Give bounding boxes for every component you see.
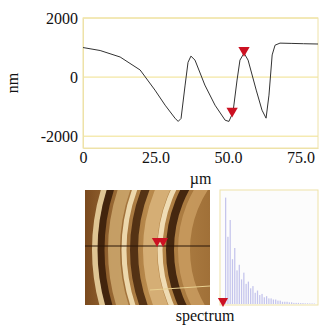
x-axis-title: µm	[190, 170, 212, 188]
spectrum-bar	[275, 300, 276, 304]
x-axis: 0 25.0 50.0 75.0	[80, 148, 319, 166]
spectrum-bar	[239, 265, 240, 304]
y-tick: 2000	[46, 10, 83, 27]
grid	[83, 18, 318, 136]
x-tick-label: 25.0	[142, 149, 170, 166]
spectrum-bar	[264, 297, 265, 304]
y-tick-label: 2000	[46, 10, 78, 27]
spectrum-bar	[257, 291, 258, 304]
grid-line	[83, 136, 318, 137]
image-band	[114, 190, 210, 305]
y-tick: 0	[70, 69, 83, 86]
spectrum-bar	[284, 302, 285, 304]
spectrum-bar	[261, 294, 262, 304]
y-axis-line	[83, 19, 84, 149]
x-tick-label: 75.0	[287, 149, 315, 166]
x-tick: 0	[80, 148, 88, 166]
image-band	[134, 190, 210, 305]
spectrum-bar	[282, 302, 283, 304]
y-axis: -2000 0 2000	[41, 10, 84, 149]
spectrum-bar	[280, 301, 281, 304]
spectrum-bar	[305, 303, 306, 305]
spectrum-bar	[271, 298, 272, 304]
spectrum-bar	[243, 273, 244, 304]
spectrum-bar	[273, 300, 274, 304]
spectrum-bar	[234, 248, 235, 304]
y-tick-label: -2000	[41, 128, 78, 145]
spectrum-bar	[236, 270, 237, 304]
image-band	[95, 190, 210, 305]
cursor-marker	[238, 47, 249, 57]
spectrum-bar	[309, 303, 310, 305]
spectrum-bar	[259, 295, 260, 304]
x-tick: 50.0	[215, 148, 243, 166]
profile-path-line	[85, 246, 210, 247]
y-axis-title: nm	[4, 72, 21, 93]
spectrum-bar	[302, 303, 303, 305]
spectrum-bar	[241, 279, 242, 304]
spectrum-bars	[225, 198, 315, 304]
x-tick: 25.0	[142, 148, 170, 166]
spectrum-bar	[289, 302, 290, 304]
spectrum-bar	[277, 301, 278, 304]
x-tick-label: 50.0	[215, 149, 243, 166]
image-streak	[150, 286, 210, 290]
spectrum-bar	[298, 303, 299, 304]
grid-line	[83, 77, 318, 78]
chart-root: -200002000025.050.075.0µmnmspectrum	[0, 0, 331, 328]
spectrum-bar	[225, 198, 226, 304]
x-tick: 75.0	[287, 148, 315, 166]
spectrum-bar	[227, 237, 228, 304]
y-tick-label: 0	[70, 69, 78, 86]
spectrum-bar	[291, 302, 292, 304]
spectrum-bar	[250, 288, 251, 304]
spectrum-bar	[311, 303, 312, 305]
afm-image	[85, 190, 210, 305]
x-tick-label: 0	[80, 149, 88, 166]
spectrum-bar	[232, 259, 233, 304]
spectrum-bar	[314, 303, 315, 304]
image-band	[101, 190, 210, 305]
image-cursor	[158, 238, 168, 247]
y-tick: -2000	[41, 128, 83, 145]
profile-line	[83, 43, 318, 121]
spectrum-bar	[248, 282, 249, 304]
spectrum-cursor	[218, 298, 228, 307]
plot-area	[83, 43, 318, 121]
spectrum-bar	[300, 303, 301, 305]
spectrum-bar	[286, 302, 287, 304]
spectrum-bar	[252, 286, 253, 304]
spectrum-bar	[293, 303, 294, 304]
spectrum-bar	[307, 303, 308, 305]
spectrum-bar	[266, 296, 267, 304]
spectrum-bar	[268, 298, 269, 304]
x-axis-line	[84, 148, 319, 149]
spectrum-bar	[230, 220, 231, 304]
spectrum-bar	[245, 284, 246, 304]
cursor-marker	[226, 108, 237, 118]
spectrum-bar	[296, 303, 297, 304]
spectrum-bar	[255, 293, 256, 304]
spectrum-frame	[220, 190, 318, 305]
plot-frame	[83, 18, 318, 148]
image-band	[150, 190, 210, 305]
image-band	[124, 190, 210, 305]
spectrum-title: spectrum	[176, 307, 235, 325]
